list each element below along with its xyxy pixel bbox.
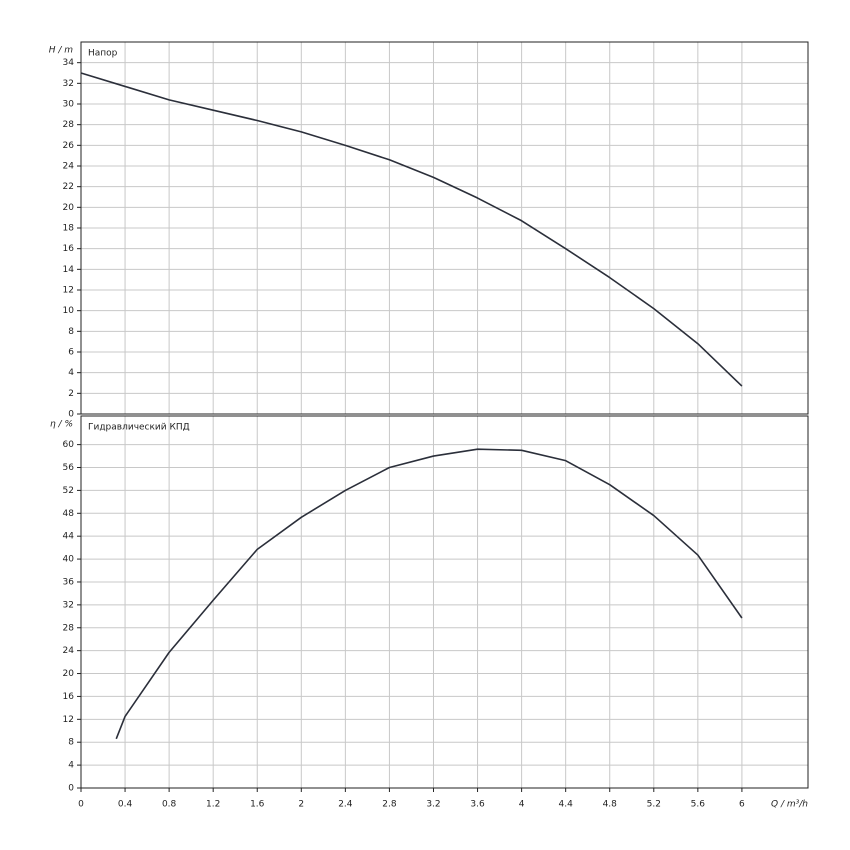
y-tick-label: 52 (63, 486, 74, 496)
x-tick-label: 1.6 (250, 800, 265, 810)
y-tick-label: 56 (63, 463, 75, 473)
y-tick-label: 18 (63, 224, 75, 234)
y-tick-label: 20 (63, 203, 75, 213)
y-tick-label: 44 (63, 532, 75, 542)
plot-frame (80, 41, 809, 415)
y-tick-label: 12 (63, 286, 74, 296)
y-tick-label: 40 (63, 555, 75, 565)
x-tick-label: 2.8 (382, 800, 397, 810)
x-tick-label: 4 (519, 800, 525, 810)
y-tick-label: 30 (63, 100, 75, 110)
x-tick-label: 3.6 (470, 800, 485, 810)
x-tick-label: 3.2 (426, 800, 440, 810)
y-tick-label: 14 (63, 265, 75, 275)
y-tick-label: 24 (63, 646, 75, 656)
y-axis-label: H / m (49, 46, 74, 56)
y-tick-label: 26 (63, 141, 75, 151)
y-tick-label: 22 (63, 182, 74, 192)
x-tick-label: 5.2 (647, 800, 661, 810)
y-tick-label: 28 (63, 623, 75, 633)
x-axis-label: Q / m³/h (771, 800, 808, 810)
y-tick-label: 32 (63, 79, 74, 89)
y-tick-label: 0 (68, 410, 74, 420)
y-tick-label: 8 (68, 738, 74, 748)
y-tick-label: 16 (63, 244, 75, 254)
y-tick-label: 4 (68, 368, 74, 378)
x-tick-label: 4.8 (603, 800, 618, 810)
y-tick-label: 48 (63, 509, 75, 519)
y-tick-label: 36 (63, 577, 75, 587)
y-tick-label: 2 (68, 389, 74, 399)
y-tick-label: 34 (63, 58, 75, 68)
data-line (80, 72, 743, 387)
x-tick-label: 4.4 (559, 800, 574, 810)
y-tick-label: 60 (63, 440, 75, 450)
x-tick-label: 6 (739, 800, 745, 810)
x-tick-label: 5.6 (691, 800, 706, 810)
panel-title: Напор (88, 49, 118, 59)
x-tick-label: 2.4 (338, 800, 353, 810)
x-tick-label: 0 (78, 800, 84, 810)
x-tick-label: 2 (298, 800, 304, 810)
y-tick-label: 32 (63, 600, 74, 610)
x-tick-label: 1.2 (206, 800, 220, 810)
y-tick-label: 24 (63, 162, 75, 172)
y-tick-label: 10 (63, 306, 75, 316)
data-line (115, 448, 743, 740)
panel-title: Гидравлический КПД (88, 423, 190, 433)
y-tick-label: 20 (63, 669, 75, 679)
y-tick-label: 16 (63, 692, 75, 702)
y-tick-label: 28 (63, 120, 75, 130)
x-tick-label: 0.4 (118, 800, 133, 810)
y-tick-label: 12 (63, 715, 74, 725)
y-tick-label: 8 (68, 327, 74, 337)
x-tick-label: 0.8 (162, 800, 177, 810)
y-axis-label: η / % (50, 420, 73, 430)
y-tick-label: 0 (68, 784, 74, 794)
y-tick-label: 4 (68, 761, 74, 771)
plot-frame (80, 415, 809, 789)
y-tick-label: 6 (68, 348, 74, 358)
